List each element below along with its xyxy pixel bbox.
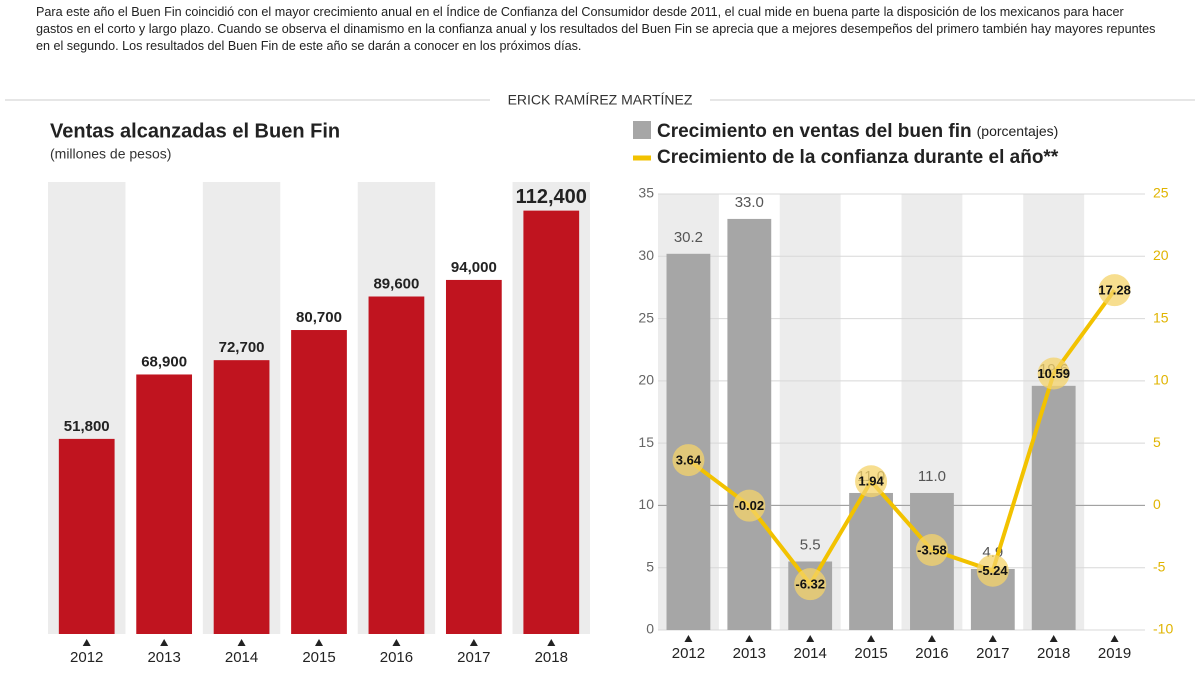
value-label: 30.2 (674, 229, 703, 246)
bar (213, 360, 270, 634)
x-tick (160, 639, 169, 646)
value-label: 10.59 (1037, 366, 1070, 381)
bar (136, 374, 193, 634)
x-tick (82, 639, 91, 646)
value-label: 89,600 (373, 275, 419, 292)
x-tick (1049, 635, 1058, 642)
x-tick-label: 2015 (854, 645, 887, 662)
point (1037, 357, 1070, 390)
x-tick (745, 635, 754, 642)
x-tick-label: 2015 (302, 649, 335, 666)
value-label: 68,900 (141, 353, 187, 370)
value-label: -6.32 (795, 577, 825, 592)
point (672, 444, 705, 477)
value-label: 5.5 (800, 536, 821, 553)
y-tick-label: 15 (638, 434, 654, 450)
legend-label: Crecimiento de la confianza durante el a… (657, 147, 1059, 168)
legend-label: Crecimiento en ventas del buen fin (porce… (657, 121, 1058, 142)
x-tick (867, 635, 876, 642)
intro-text: Para este año el Buen Fin coincidió con … (36, 5, 1156, 53)
x-tick-label: 2018 (535, 649, 568, 666)
y2-tick-label: 25 (1153, 185, 1169, 201)
x-tick (684, 635, 693, 642)
value-label: 80,700 (296, 309, 342, 326)
x-tick-label: 2018 (1037, 645, 1070, 662)
x-tick-label: 2017 (976, 645, 1009, 662)
point (915, 534, 948, 567)
point (794, 568, 827, 601)
y-tick-label: 35 (638, 185, 654, 201)
chart-subtitle: (millones de pesos) (50, 146, 171, 162)
x-tick (927, 635, 936, 642)
x-tick-label: 2014 (794, 645, 827, 662)
x-tick-label: 2019 (1098, 645, 1131, 662)
chart-title: Ventas alcanzadas el Buen Fin (50, 120, 340, 142)
y2-tick-label: 0 (1153, 496, 1161, 512)
legend-note: (porcentajes) (977, 123, 1059, 139)
x-tick-label: 2013 (733, 645, 766, 662)
x-tick (988, 635, 997, 642)
y-tick-label: 0 (646, 621, 654, 637)
value-label: 17.28 (1098, 283, 1131, 298)
value-label: 3.64 (676, 453, 702, 468)
y-tick-label: 30 (638, 247, 654, 263)
y-tick-label: 10 (638, 496, 654, 512)
y-tick-label: 5 (646, 558, 654, 574)
y2-tick-label: 15 (1153, 309, 1169, 325)
x-tick (315, 639, 323, 646)
legend-swatch (633, 121, 651, 139)
x-tick-label: 2014 (225, 649, 258, 666)
value-label: 33.0 (735, 194, 764, 211)
point (976, 554, 1009, 587)
bar (291, 330, 347, 634)
bar (666, 253, 711, 630)
y2-tick-label: -10 (1153, 621, 1173, 637)
bar (58, 438, 115, 634)
legend-text: Crecimiento en ventas del buen fin (657, 121, 972, 142)
value-label: -0.02 (734, 498, 764, 513)
x-tick-label: 2013 (147, 649, 180, 666)
author: ERICK RAMÍREZ MARTÍNEZ (508, 92, 693, 108)
bar (727, 218, 772, 630)
line (687, 288, 1117, 587)
value-label: 94,000 (451, 259, 497, 276)
x-tick-label: 2016 (915, 645, 948, 662)
value-label: 1.94 (858, 474, 884, 489)
y2-tick-label: 20 (1153, 247, 1169, 263)
x-tick-label: 2012 (672, 645, 705, 662)
value-label: -3.58 (917, 542, 947, 557)
x-tick (1110, 635, 1119, 642)
x-tick (547, 639, 556, 646)
value-label: 51,800 (64, 418, 110, 435)
x-tick-label: 2017 (457, 649, 490, 666)
value-label: 11.0 (918, 468, 946, 485)
value-label: -5.24 (978, 563, 1008, 578)
y2-tick-label: 10 (1153, 372, 1169, 388)
point (855, 465, 888, 498)
x-tick (469, 639, 478, 646)
bar (368, 296, 425, 634)
x-tick-label: 2016 (380, 649, 413, 666)
y-tick-label: 20 (638, 372, 654, 388)
point (733, 489, 766, 522)
bar (849, 492, 893, 630)
x-tick (392, 639, 401, 646)
point (1098, 274, 1131, 307)
y2-tick-label: -5 (1153, 558, 1166, 574)
x-tick-label: 2012 (70, 649, 103, 666)
bar (523, 210, 580, 635)
value-label: 112,400 (516, 186, 587, 208)
value-label: 72,700 (219, 339, 265, 356)
bar (445, 279, 502, 634)
y-tick-label: 25 (638, 309, 654, 325)
y2-tick-label: 5 (1153, 434, 1161, 450)
x-tick (237, 639, 246, 646)
x-tick (806, 635, 815, 642)
